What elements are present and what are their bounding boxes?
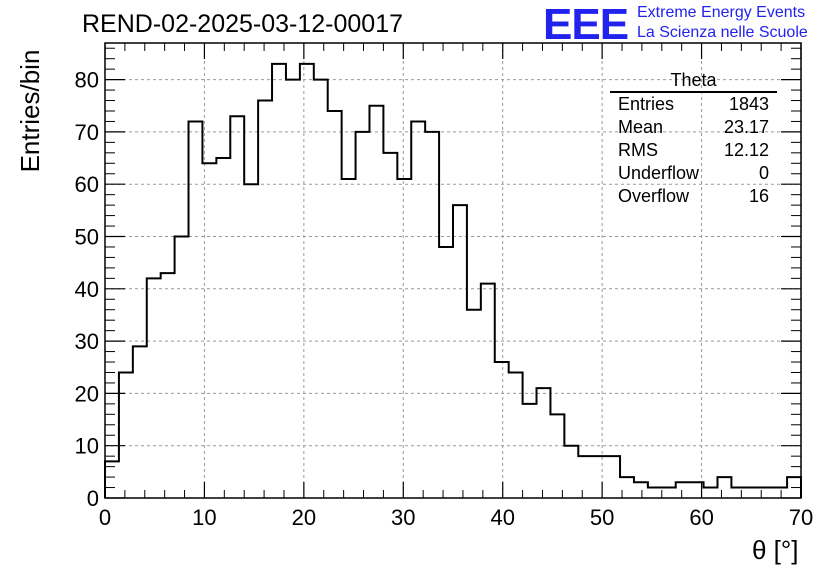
- x-tick-label: 40: [490, 505, 514, 530]
- y-tick-label: 80: [75, 68, 99, 93]
- stats-value: 16: [748, 186, 769, 206]
- y-axis-label: Entries/bin: [15, 49, 45, 173]
- y-tick-label: 10: [75, 434, 99, 459]
- stats-value: 0: [758, 163, 769, 183]
- x-tick-label: 30: [391, 505, 415, 530]
- chart-title: REND-02-2025-03-12-00017: [82, 10, 404, 38]
- y-tick-label: 60: [75, 172, 99, 197]
- y-tick-label: 20: [75, 381, 99, 406]
- stats-row-mean: Mean 23.17: [610, 116, 777, 139]
- stats-title: Theta: [610, 70, 777, 93]
- stats-label: Mean: [618, 117, 664, 137]
- brand-line-1: Extreme Energy Events: [637, 4, 806, 21]
- x-tick-label: 10: [192, 505, 216, 530]
- stats-value: 23.17: [723, 117, 769, 137]
- histogram-series: [104, 62, 802, 498]
- eee-logo: EEE: [543, 0, 629, 49]
- y-tick-label: 30: [75, 329, 99, 354]
- stats-label: Overflow: [618, 186, 690, 206]
- x-axis-label: θ [°]: [752, 535, 799, 565]
- plot-frame: [104, 42, 802, 499]
- stats-value: 1843: [728, 94, 769, 114]
- x-tick-label: 0: [99, 505, 111, 530]
- y-tick-label: 50: [75, 225, 99, 250]
- stats-label: RMS: [618, 140, 658, 160]
- stats-value: 12.12: [723, 140, 769, 160]
- x-tick-label: 20: [292, 505, 316, 530]
- stats-row-overflow: Overflow 16: [610, 185, 777, 208]
- x-tick-label: 70: [789, 505, 813, 530]
- stats-row-entries: Entries 1843: [610, 93, 777, 116]
- brand-line-2: La Scienza nelle Scuole: [637, 24, 808, 41]
- y-tick-label: 40: [75, 277, 99, 302]
- stats-label: Underflow: [618, 163, 700, 183]
- y-tick-label: 0: [87, 486, 99, 511]
- stats-row-underflow: Underflow 0: [610, 162, 777, 185]
- x-tick-label: 50: [590, 505, 614, 530]
- stats-label: Entries: [618, 94, 675, 114]
- stats-box: Theta Entries 1843 Mean 23.17 RMS 12.12 …: [610, 70, 777, 208]
- stats-row-rms: RMS 12.12: [610, 139, 777, 162]
- tick-labels: 0 10 20 30 40 50 60 70 0 10 20 30 40 50 60 70 80: [75, 68, 814, 530]
- y-tick-label: 70: [75, 120, 99, 145]
- x-tick-label: 60: [689, 505, 713, 530]
